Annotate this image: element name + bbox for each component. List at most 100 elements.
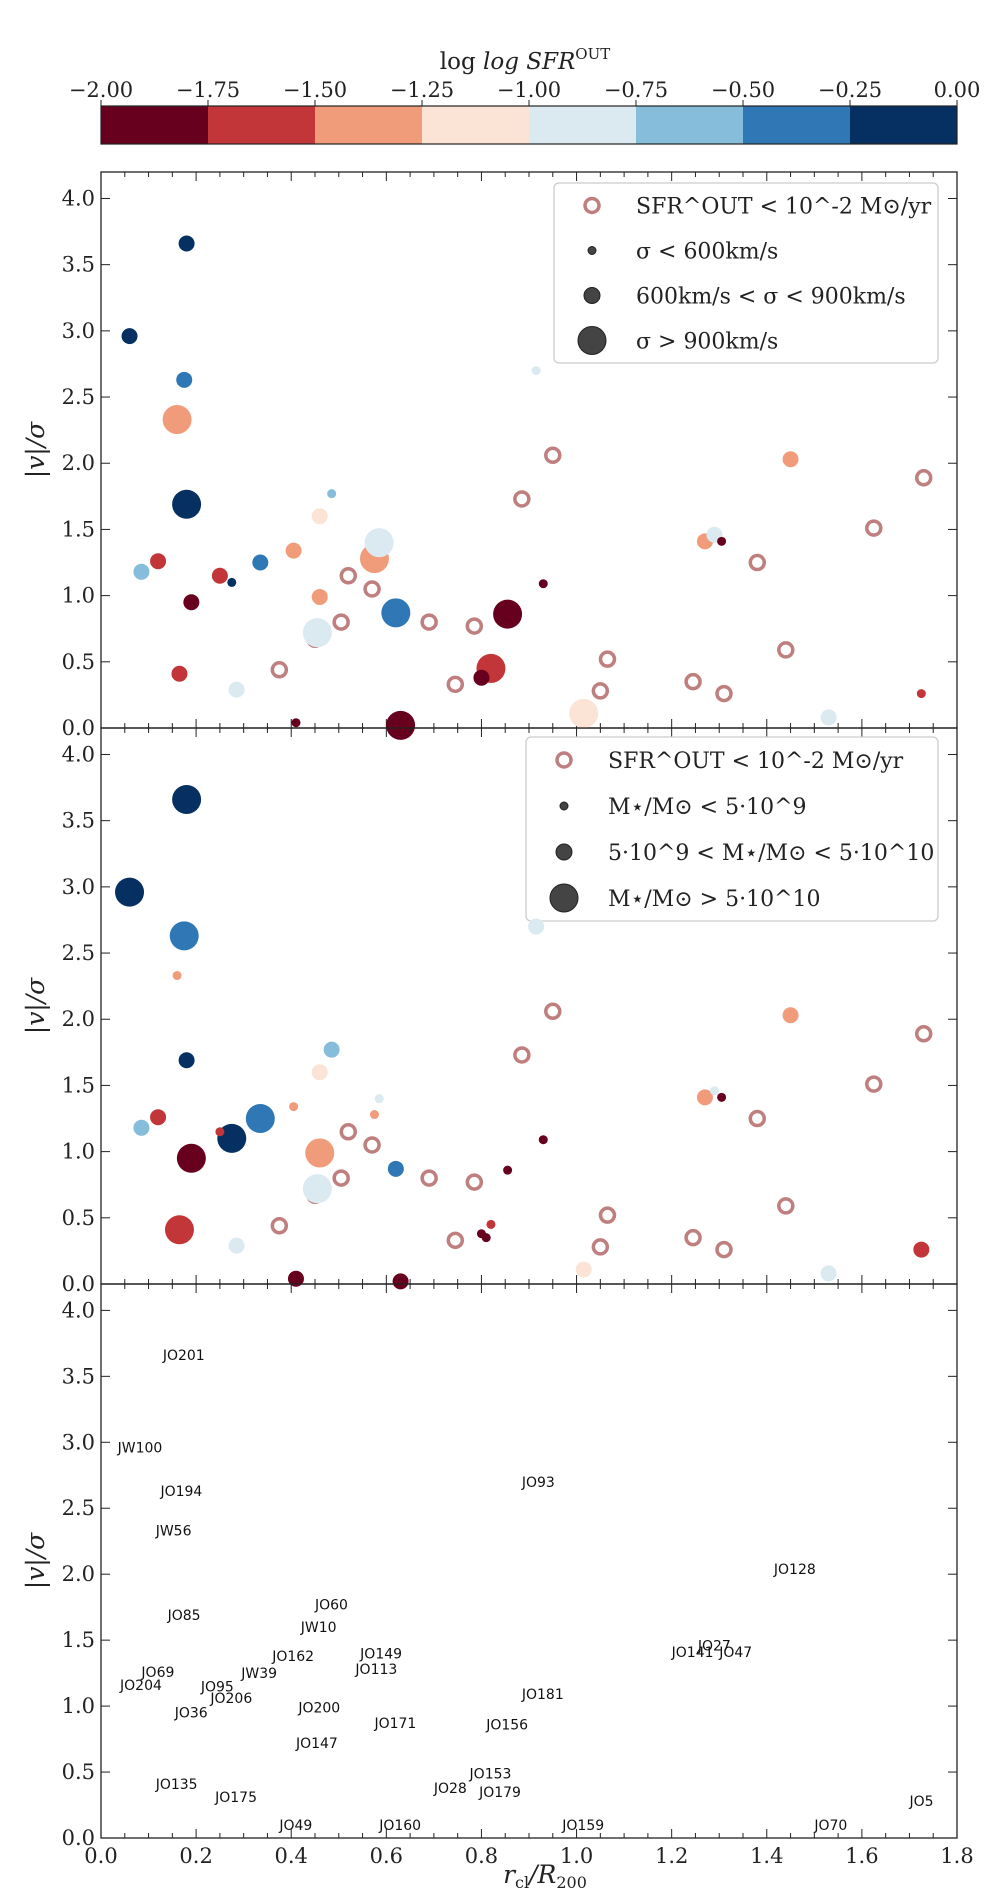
low-sfr-point xyxy=(598,650,617,668)
colorbar-segment xyxy=(636,106,744,144)
y-tick-label: 0.0 xyxy=(62,1272,95,1296)
galaxy-label: JO171 xyxy=(373,1716,416,1732)
galaxy-point xyxy=(285,542,302,559)
y-tick-label: 3.0 xyxy=(62,1430,95,1454)
low-sfr-point xyxy=(339,567,358,585)
y-tick-label: 4.0 xyxy=(62,1298,95,1322)
x-tick-label: 1.2 xyxy=(655,1844,688,1868)
low-sfr-point xyxy=(513,1046,531,1064)
colorbar-tick-label: −1.00 xyxy=(497,78,561,102)
galaxy-label: JO60 xyxy=(314,1598,348,1614)
galaxy-point xyxy=(820,1265,837,1282)
galaxy-point xyxy=(228,681,245,698)
low-sfr-point xyxy=(865,519,883,537)
x-tick-label: 0.8 xyxy=(465,1844,498,1868)
colorbar-tick-label: −1.25 xyxy=(390,78,454,102)
low-sfr-point xyxy=(715,1240,733,1259)
y-tick-label: 4.0 xyxy=(62,186,95,210)
galaxy-point xyxy=(387,1160,404,1177)
galaxy-label: JO204 xyxy=(119,1678,162,1694)
galaxy-label: JO159 xyxy=(561,1818,604,1834)
low-sfr-point xyxy=(591,1238,610,1256)
galaxy-point xyxy=(252,554,269,571)
galaxy-label: JO147 xyxy=(295,1736,338,1752)
galaxy-point xyxy=(392,1273,409,1290)
galaxy-point xyxy=(311,588,328,605)
galaxy-label: JO149 xyxy=(359,1646,402,1662)
galaxy-label: JO153 xyxy=(469,1766,512,1782)
galaxy-point xyxy=(374,1094,384,1104)
legend-small-marker xyxy=(559,801,569,811)
galaxy-label: JO201 xyxy=(162,1348,205,1364)
galaxy-point xyxy=(302,1174,332,1204)
galaxy-label: JO69 xyxy=(140,1665,174,1681)
low-sfr-point xyxy=(465,1173,484,1191)
galaxy-label: JO27 xyxy=(697,1638,731,1654)
y-tick-label: 3.0 xyxy=(62,875,95,899)
low-sfr-point xyxy=(544,446,562,465)
galaxy-label: JO47 xyxy=(718,1645,752,1661)
legend-medium-marker xyxy=(555,843,573,861)
galaxy-point xyxy=(172,971,182,981)
galaxy-label: JO141 xyxy=(671,1645,714,1661)
galaxy-point xyxy=(717,1092,727,1102)
y-tick-label: 0.5 xyxy=(62,1206,95,1230)
colorbar-segment xyxy=(850,106,958,144)
x-tick-label: 0.6 xyxy=(370,1844,403,1868)
legend-label: 600km/s < σ < 900km/s xyxy=(636,285,906,310)
galaxy-label: JO113 xyxy=(354,1662,397,1678)
galaxy-point xyxy=(176,371,193,388)
legend-label: 5·10^9 < M⋆/M⊙ < 5·10^10 xyxy=(608,841,934,866)
galaxy-label: JO5 xyxy=(908,1794,933,1810)
low-sfr-point xyxy=(684,672,702,691)
x-tick-label: 0.4 xyxy=(275,1844,308,1868)
y-axis-title: |v|/σ xyxy=(21,421,51,478)
galaxy-label: JO85 xyxy=(167,1608,201,1624)
colorbar-tick-label: −2.00 xyxy=(69,78,133,102)
galaxy-point xyxy=(289,1102,299,1112)
colorbar-tick-label: −0.25 xyxy=(818,78,882,102)
legend-small-marker xyxy=(587,246,597,255)
legend-label: σ > 900km/s xyxy=(636,330,778,355)
low-sfr-point xyxy=(684,1228,702,1247)
galaxy-point xyxy=(311,1064,328,1081)
galaxy-point xyxy=(228,1237,245,1254)
x-tick-label: 0.0 xyxy=(84,1844,117,1868)
galaxy-label: JO194 xyxy=(159,1484,202,1500)
galaxy-label: JO135 xyxy=(155,1777,198,1793)
legend-box xyxy=(553,182,939,364)
galaxy-label: JW10 xyxy=(300,1620,337,1636)
galaxy-point xyxy=(178,235,195,252)
galaxy-point xyxy=(302,618,332,648)
low-sfr-point xyxy=(715,684,733,703)
low-sfr-point xyxy=(914,1025,933,1043)
low-sfr-point xyxy=(591,682,610,700)
galaxy-point xyxy=(386,710,416,740)
legend-label: SFR^OUT < 10^-2 M⊙/yr xyxy=(608,749,904,774)
galaxy-label: JO181 xyxy=(521,1687,564,1703)
colorbar-segment xyxy=(743,106,851,144)
galaxy-point xyxy=(150,1109,167,1126)
panel-mass: 0.0 0.5 1.0 1.5 2.0 2.5 3.0 3.5 4.0 |v|/σ SFR^OUT … xyxy=(21,727,958,1296)
galaxy-point xyxy=(503,1165,513,1175)
galaxy-point xyxy=(172,784,202,814)
galaxy-point xyxy=(245,1104,275,1134)
galaxy-point xyxy=(696,1089,713,1106)
galaxy-point xyxy=(291,718,301,728)
galaxy-point xyxy=(486,1219,496,1229)
galaxy-label: JW56 xyxy=(155,1524,192,1540)
legend-large-marker xyxy=(577,326,607,355)
colorbar-title: log log SFROUT xyxy=(440,45,610,75)
galaxy-point xyxy=(481,1233,491,1243)
y-axis-title: |v|/σ xyxy=(21,977,51,1034)
galaxy-point xyxy=(178,1052,195,1069)
panel-sigma: 0.0 0.5 1.0 1.5 2.0 2.5 3.0 3.5 4.0 |v|/σ SFR^OUT … xyxy=(21,171,958,740)
galaxy-point xyxy=(164,1215,194,1245)
low-sfr-point xyxy=(544,1002,562,1021)
galaxy-label: JO200 xyxy=(297,1700,340,1716)
legend-label: SFR^OUT < 10^-2 M⊙/yr xyxy=(636,195,932,220)
colorbar-segment xyxy=(529,106,637,144)
colorbar-segment xyxy=(101,106,209,144)
colorbar-tick-label: 0.00 xyxy=(934,78,981,102)
galaxy-label: JO156 xyxy=(485,1718,528,1734)
